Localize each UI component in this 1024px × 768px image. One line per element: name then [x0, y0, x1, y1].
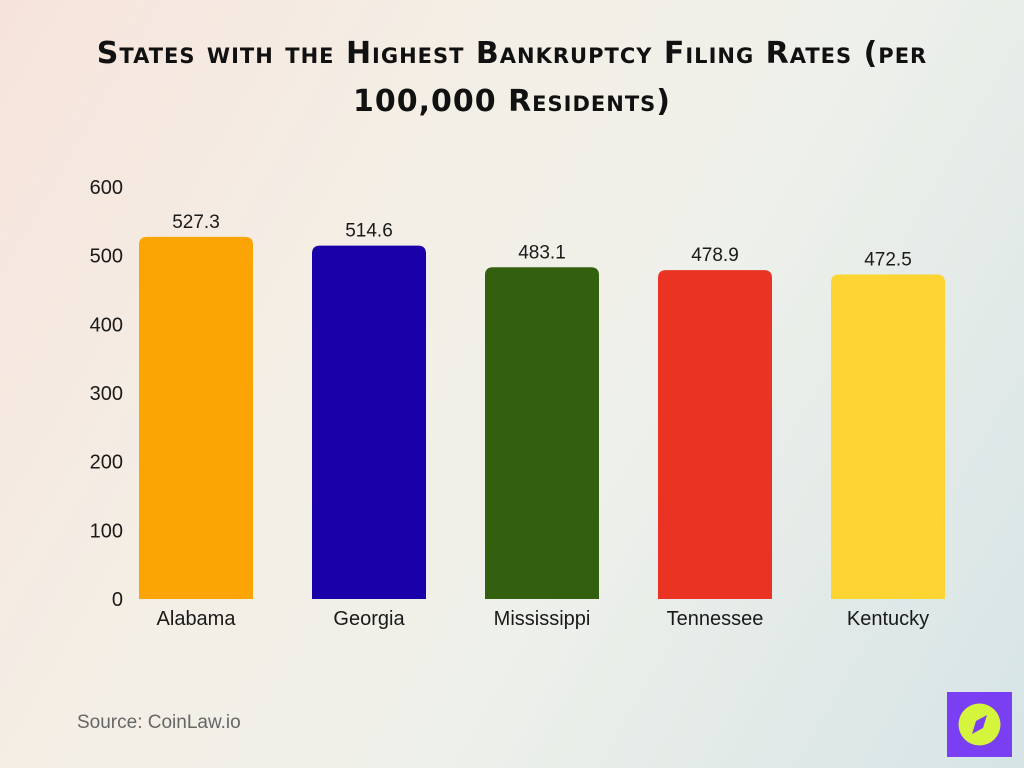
- y-tick-label: 300: [90, 383, 123, 405]
- x-tick-label: Georgia: [333, 608, 405, 630]
- bar-alabama: [139, 236, 253, 600]
- y-tick-label: 0: [112, 589, 123, 611]
- chart-title: States with the Highest Bankruptcy Filin…: [96, 36, 928, 119]
- y-tick-label: 100: [90, 520, 123, 542]
- source-note: Source: CoinLaw.io: [77, 712, 241, 733]
- data-label: 483.1: [518, 242, 566, 263]
- bar-mississippi: [485, 267, 599, 599]
- logo: [947, 692, 1012, 757]
- y-tick-label: 500: [90, 246, 123, 268]
- x-tick-label: Mississippi: [494, 608, 591, 630]
- y-tick-label: 400: [90, 314, 123, 336]
- data-label: 472.5: [864, 250, 912, 271]
- x-tick-label: Kentucky: [847, 608, 929, 630]
- x-tick-label: Alabama: [157, 608, 237, 630]
- y-tick-label: 200: [90, 452, 123, 474]
- bar-tennessee: [658, 270, 772, 599]
- data-label: 478.9: [691, 245, 739, 266]
- bar-georgia: [312, 245, 426, 599]
- bar-kentucky: [831, 274, 945, 599]
- x-tick-label: Tennessee: [667, 608, 764, 630]
- data-label: 514.6: [345, 221, 393, 242]
- y-tick-label: 600: [90, 177, 123, 199]
- compass-icon: [958, 703, 1001, 746]
- bar-chart: 0 100 200 300 400 500 600 527.3 Alabama 514.6 Geor…: [90, 177, 945, 630]
- data-label: 527.3: [172, 212, 220, 233]
